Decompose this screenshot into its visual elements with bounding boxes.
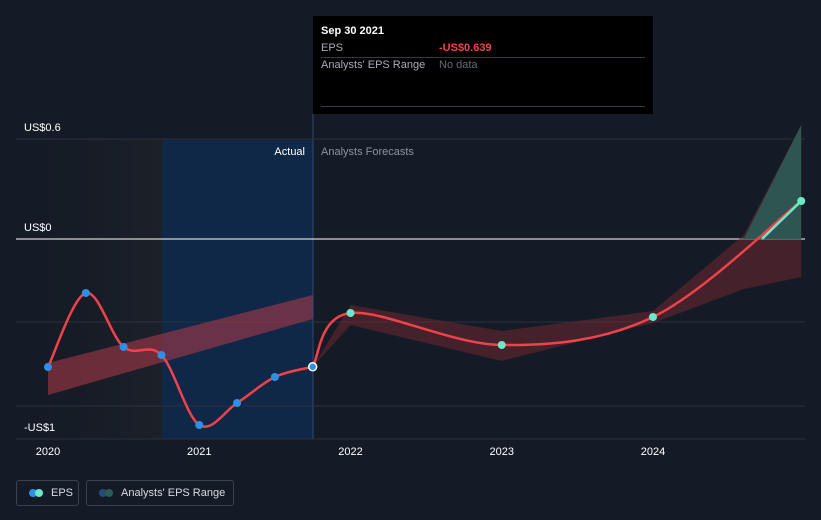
eps-actual-point (157, 351, 166, 359)
tooltip-divider (321, 106, 645, 107)
eps-actual-point (195, 421, 204, 429)
past-shading (16, 140, 162, 439)
eps-actual-point (270, 373, 279, 381)
legend-eps-label: EPS (51, 487, 74, 499)
y-tick-label: US$0 (24, 222, 52, 234)
x-tick-label: 2024 (641, 446, 665, 458)
eps-actual-point (119, 343, 128, 351)
x-tick-label: 2020 (36, 446, 60, 458)
tooltip-range-value: No data (439, 59, 478, 71)
forecast-range-band (312, 125, 802, 367)
eps-forecast-line (311, 200, 802, 368)
eps-actual-point (44, 363, 52, 371)
eps-actual-point (81, 289, 90, 297)
eps-positive-segment (761, 200, 803, 240)
y-tick-label: -US$1 (24, 422, 55, 434)
eps-points (44, 197, 806, 429)
eps-actual-point (233, 399, 242, 407)
eps-forecast-point (797, 197, 806, 205)
eps-trend-band (48, 295, 313, 395)
x-tick-label: 2021 (187, 446, 211, 458)
legend-analysts-range[interactable]: Analysts' EPS Range (86, 480, 234, 506)
tooltip-date: Sep 30 2021 (321, 25, 384, 37)
tooltip-range-row: Analysts' EPS Range No data (321, 57, 645, 74)
tooltip-eps-value: -US$0.639 (439, 42, 492, 54)
range-bands (48, 125, 802, 395)
eps-forecast-point (497, 341, 506, 349)
actual-label: Actual (274, 146, 305, 158)
tooltip-range-label: Analysts' EPS Range (321, 59, 426, 71)
selected-period-highlight (162, 140, 313, 439)
legend-range-label: Analysts' EPS Range (121, 487, 226, 499)
axis-labels: US$0.6 US$0 -US$1 2020 2021 2022 2023 2024 Actua… (24, 122, 665, 458)
x-tick-label: 2023 (490, 446, 514, 458)
forecast-range-positive (743, 125, 802, 239)
tooltip-eps-row: EPS -US$0.639 (321, 40, 645, 58)
eps-forecast-point (649, 313, 657, 321)
tooltip-eps-label: EPS (321, 42, 344, 54)
legend-eps[interactable]: EPS (16, 480, 79, 506)
forecast-label: Analysts Forecasts (321, 146, 414, 158)
x-tick-label: 2022 (338, 446, 362, 458)
eps-actual-point (307, 362, 318, 372)
tooltip: Sep 30 2021 EPS -US$0.639 Analysts' EPS … (313, 16, 653, 114)
eps-forecast-point (346, 309, 355, 317)
y-tick-label: US$0.6 (24, 122, 61, 134)
